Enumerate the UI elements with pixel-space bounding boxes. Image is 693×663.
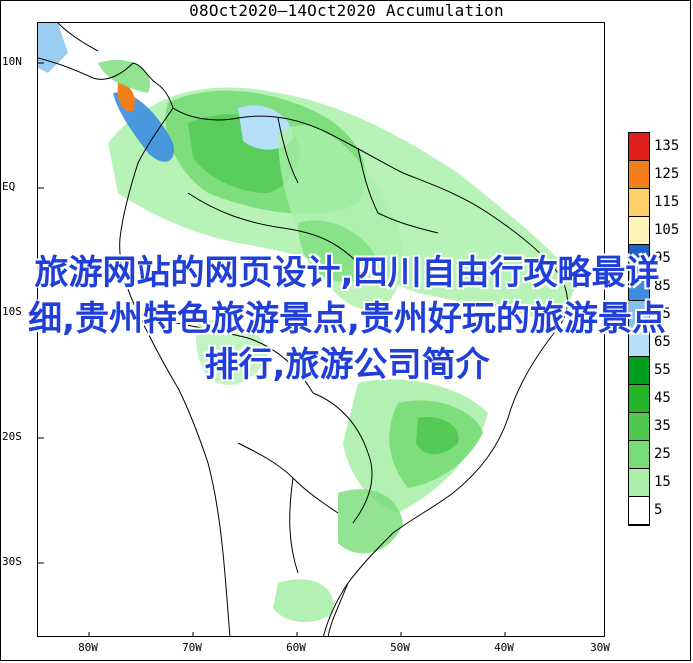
map-plot-area <box>37 22 605 637</box>
precip-shading <box>38 23 578 623</box>
colorbar-cell <box>629 441 649 469</box>
overlay-caption: 旅游网站的网页设计,四川自由行攻略最详细,贵州特色旅游景点,贵州好玩的旅游景点排… <box>28 253 666 385</box>
lon-label-60w: 60W <box>286 641 306 654</box>
colorbar-cell <box>629 245 649 273</box>
colorbar-cell <box>629 357 649 385</box>
coastline <box>38 23 568 636</box>
colorbar-level-label: 85 <box>654 278 671 294</box>
lon-label-80w: 80W <box>78 641 98 654</box>
colorbar-cell <box>629 329 649 357</box>
lon-label-40w: 40W <box>494 641 514 654</box>
colorbar-level-label: 45 <box>654 390 671 406</box>
colorbar-cell <box>629 133 649 161</box>
lat-label-10n: 10N <box>2 55 22 68</box>
colorbar-level-label: 75 <box>654 306 671 322</box>
colorbar-level-label: 15 <box>654 474 671 490</box>
lat-label-30s: 30S <box>2 555 22 568</box>
colorbar-level-label: 65 <box>654 334 671 350</box>
colorbar-level-label: 5 <box>654 502 663 518</box>
lat-label-eq: EQ <box>2 180 16 193</box>
lat-label-20s: 20S <box>2 430 22 443</box>
colorbar-level-label: 55 <box>654 362 671 378</box>
colorbar-cell <box>629 385 649 413</box>
colorbar-level-label: 35 <box>654 418 671 434</box>
map-svg <box>38 23 578 636</box>
colorbar-level-label: 135 <box>654 138 680 154</box>
colorbar-level-label: 25 <box>654 446 671 462</box>
colorbar-cell <box>629 497 649 525</box>
colorbar-level-label: 125 <box>654 166 680 182</box>
lon-label-30w: 30W <box>590 641 610 654</box>
colorbar-cell <box>629 413 649 441</box>
colorbar-cell <box>629 469 649 497</box>
colorbar-cell <box>629 217 649 245</box>
colorbar-cell <box>629 273 649 301</box>
colorbar-level-label: 95 <box>654 250 671 266</box>
colorbar-cell <box>629 189 649 217</box>
lon-label-70w: 70W <box>182 641 202 654</box>
colorbar-level-label: 115 <box>654 194 680 210</box>
lat-label-10s: 10S <box>2 305 22 318</box>
lon-label-50w: 50W <box>390 641 410 654</box>
colorbar <box>628 132 650 526</box>
axis-ticks <box>38 62 506 636</box>
map-title: 08Oct2020—14Oct2020 Accumulation <box>189 1 504 20</box>
colorbar-level-label: 105 <box>654 222 680 238</box>
colorbar-cell <box>629 161 649 189</box>
colorbar-cell <box>629 301 649 329</box>
